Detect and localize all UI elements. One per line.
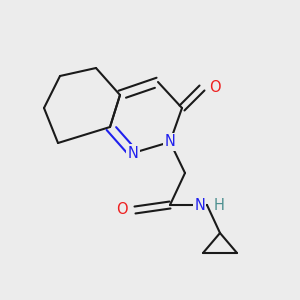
Text: N: N — [194, 197, 205, 212]
Text: N: N — [128, 146, 138, 160]
Text: H: H — [214, 197, 225, 212]
Text: O: O — [116, 202, 128, 217]
Text: N: N — [165, 134, 176, 149]
Text: O: O — [209, 80, 220, 95]
